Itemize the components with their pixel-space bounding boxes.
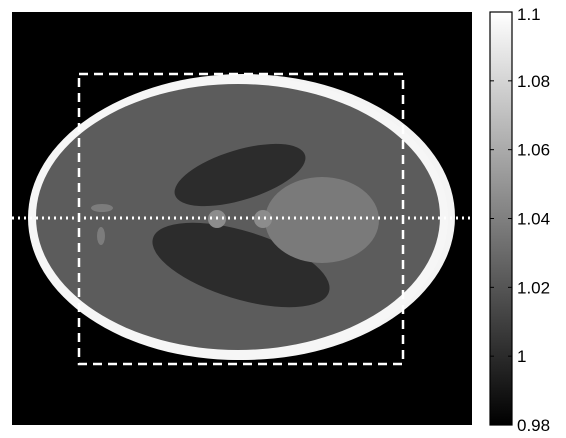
colorbar-tick-label: 1.1 <box>517 5 541 24</box>
small-spot-right <box>254 210 272 228</box>
colorbar-tick-label: 1.04 <box>517 210 550 229</box>
upper-dark-ellipse <box>174 143 306 207</box>
small-spot-left-upper <box>91 204 113 212</box>
colorbar: 1.1 1.08 1.06 1.04 1.02 1 0.98 <box>489 5 550 435</box>
phantom-image <box>12 12 472 425</box>
colorbar-tick-label: 1.02 <box>517 278 550 297</box>
colorbar-tick-label: 0.98 <box>517 416 550 435</box>
colorbar-tick-label: 1 <box>517 347 526 366</box>
colorbar-tick-label: 1.08 <box>517 72 550 91</box>
colorbar-tick-label: 1.06 <box>517 141 550 160</box>
lower-dark-ellipse <box>152 222 330 308</box>
brain-region <box>36 84 440 350</box>
colorbar-ticks: 1.1 1.08 1.06 1.04 1.02 1 0.98 <box>490 5 550 435</box>
small-spot-left-lower <box>97 227 105 245</box>
right-light-ellipse <box>265 177 379 263</box>
